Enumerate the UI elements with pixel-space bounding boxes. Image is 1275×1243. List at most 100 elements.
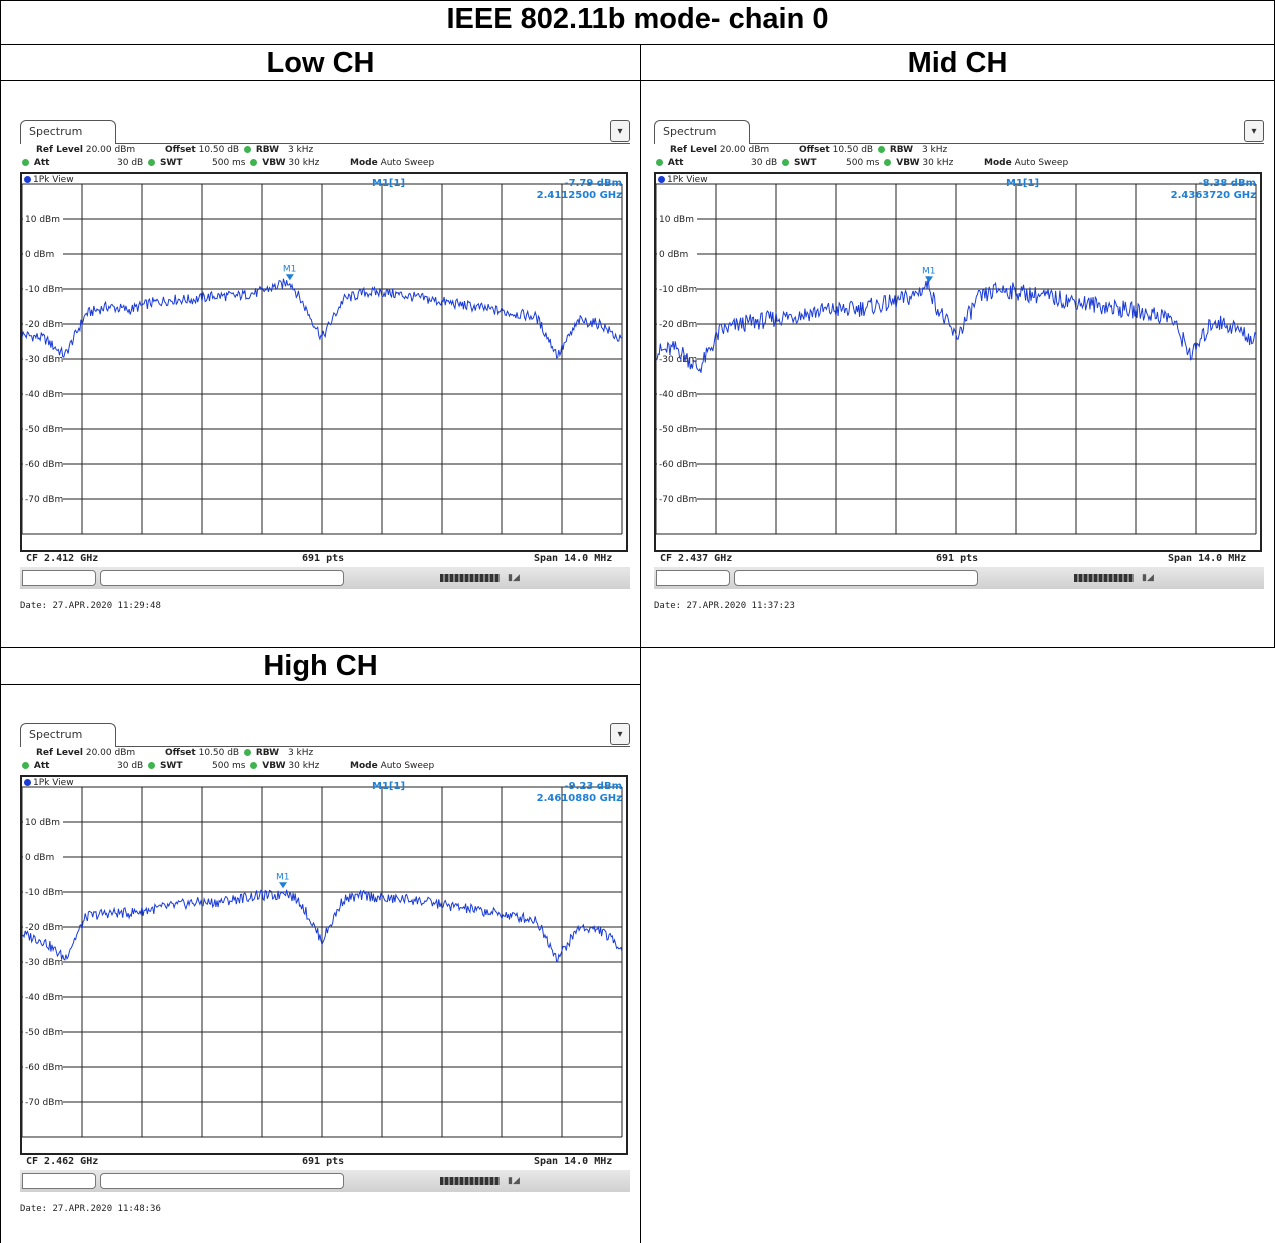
view-label: 1Pk View bbox=[24, 778, 74, 788]
offset-value: 10.50 dB bbox=[198, 145, 240, 155]
offset-coupled-icon bbox=[243, 749, 251, 756]
mode-label: Mode bbox=[350, 761, 378, 771]
y-tick-label-bg bbox=[657, 423, 697, 434]
swt-value: 500 ms bbox=[212, 761, 246, 771]
marker-readout-label: M1[1] bbox=[372, 178, 405, 189]
spectrum-analyzer-high: Spectrum ▾ Ref Level 20.00 dBm Offset 10… bbox=[20, 723, 630, 1223]
ref-level-value: 20.00 dBm bbox=[85, 145, 136, 155]
y-tick-label: -30 dBm bbox=[659, 355, 697, 365]
ref-level-value: 20.00 dBm bbox=[85, 748, 136, 758]
y-tick-label-bg bbox=[23, 458, 63, 469]
center-frequency: CF 2.412 GHz bbox=[26, 553, 99, 564]
status-bar: ▮◢ bbox=[20, 1170, 630, 1192]
mode-value: Auto Sweep bbox=[1014, 158, 1069, 168]
progress-indicator bbox=[440, 574, 500, 582]
swt-coupled-icon bbox=[148, 159, 156, 166]
capture-date: Date: 27.APR.2020 11:37:23 bbox=[654, 601, 795, 611]
view-label: 1Pk View bbox=[658, 175, 708, 185]
att-value: 30 dB bbox=[117, 761, 144, 771]
status-bar: ▮◢ bbox=[654, 567, 1264, 589]
menu-icon[interactable]: ▾ bbox=[1244, 120, 1264, 142]
swt-coupled-icon bbox=[782, 159, 790, 166]
offset-label: Offset bbox=[165, 145, 196, 155]
swt-label: SWT bbox=[159, 158, 183, 168]
view-label-text: 1Pk View bbox=[33, 175, 74, 185]
y-tick-label-bg bbox=[23, 956, 63, 967]
spectrum-analyzer-mid: Spectrum ▾ Ref Level 20.00 dBm Offset 10… bbox=[654, 120, 1264, 620]
marker-tag: M1 bbox=[283, 264, 297, 274]
y-tick-label-bg bbox=[657, 458, 697, 469]
y-tick-label: -70 dBm bbox=[25, 495, 63, 505]
menu-icon[interactable]: ▾ bbox=[610, 120, 630, 142]
plot-frame: 1Pk View 10 dBm 0 dBm -10 dBm -20 dBm -30 dB… bbox=[654, 172, 1262, 552]
status-icons: ▮◢ bbox=[1142, 572, 1154, 582]
y-tick-label-bg bbox=[657, 213, 697, 224]
y-tick-label-bg bbox=[657, 283, 697, 294]
y-tick-label-bg bbox=[657, 388, 697, 399]
status-field-1 bbox=[656, 570, 730, 586]
att-label: Att bbox=[33, 761, 50, 771]
measurement-params: Ref Level 20.00 dBm Offset 10.50 dB RBW … bbox=[20, 144, 630, 172]
mode-label: Mode bbox=[984, 158, 1012, 168]
mid-ch-header-cell: Mid CH bbox=[640, 44, 1275, 81]
y-tick-label: -20 dBm bbox=[659, 320, 697, 330]
high-ch-header-cell: High CH bbox=[0, 647, 641, 685]
menu-icon[interactable]: ▾ bbox=[610, 723, 630, 745]
low-ch-header-cell: Low CH bbox=[0, 44, 641, 81]
offset-label: Offset bbox=[799, 145, 830, 155]
y-tick-label-bg bbox=[23, 318, 63, 329]
tab-divider bbox=[116, 143, 630, 144]
y-tick-label-bg bbox=[23, 283, 63, 294]
bottom-info: CF 2.412 GHz 691 pts Span 14.0 MHz bbox=[20, 552, 628, 566]
vbw-coupled-icon bbox=[884, 159, 892, 166]
tab-spectrum-label: Spectrum bbox=[663, 125, 717, 138]
marker-triangle bbox=[279, 882, 287, 889]
y-tick-label: -30 dBm bbox=[25, 958, 63, 968]
tab-spectrum[interactable]: Spectrum bbox=[654, 120, 750, 144]
y-tick-label: 0 dBm bbox=[25, 853, 54, 863]
marker-readout-label: M1[1] bbox=[1006, 178, 1039, 189]
status-bar: ▮◢ bbox=[20, 567, 630, 589]
swt-label: SWT bbox=[159, 761, 183, 771]
trace-indicator-icon bbox=[24, 779, 31, 786]
marker-tag: M1 bbox=[276, 872, 290, 882]
y-tick-label: -50 dBm bbox=[25, 425, 63, 435]
rbw-label: RBW bbox=[255, 145, 280, 155]
low-ch-header: Low CH bbox=[266, 47, 375, 79]
high-ch-header: High CH bbox=[263, 650, 378, 682]
y-tick-label-bg bbox=[23, 423, 63, 434]
mode-label: Mode bbox=[350, 158, 378, 168]
marker-readout-value: -9.23 dBm bbox=[564, 781, 622, 792]
y-tick-label: -10 dBm bbox=[25, 888, 63, 898]
marker-triangle bbox=[285, 274, 294, 281]
rbw-value: 3 kHz bbox=[287, 145, 314, 155]
ref-level-label: Ref Level bbox=[36, 748, 83, 758]
plot-frame: 1Pk View 10 dBm 0 dBm -10 dBm -20 dBm -30 dB… bbox=[20, 775, 628, 1155]
ref-level-label: Ref Level bbox=[670, 145, 717, 155]
vbw-value: 30 kHz bbox=[288, 761, 320, 771]
vbw-coupled-icon bbox=[250, 762, 258, 769]
offset-coupled-icon bbox=[877, 146, 885, 153]
y-tick-label: -50 dBm bbox=[659, 425, 697, 435]
tab-divider bbox=[750, 143, 1264, 144]
tab-spectrum[interactable]: Spectrum bbox=[20, 723, 116, 747]
marker-readout-frequency: 2.4363720 GHz bbox=[1171, 190, 1257, 201]
rbw-label: RBW bbox=[255, 748, 280, 758]
ref-level-label: Ref Level bbox=[36, 145, 83, 155]
offset-value: 10.50 dB bbox=[198, 748, 240, 758]
trace-indicator-icon bbox=[24, 176, 31, 183]
center-frequency: CF 2.462 GHz bbox=[26, 1156, 99, 1167]
plot-frame: 1Pk View 10 dBm 0 dBm -10 dBm -20 dBm -30 dB… bbox=[20, 172, 628, 552]
marker-readout-value: -8.38 dBm bbox=[1198, 178, 1256, 189]
y-tick-label-bg bbox=[23, 213, 63, 224]
tab-spectrum[interactable]: Spectrum bbox=[20, 120, 116, 144]
span-value: Span 14.0 MHz bbox=[534, 553, 613, 564]
span-value: Span 14.0 MHz bbox=[1168, 553, 1247, 564]
tab-bar: Spectrum ▾ bbox=[20, 723, 630, 747]
y-tick-label: -70 dBm bbox=[659, 495, 697, 505]
y-tick-label: -20 dBm bbox=[25, 320, 63, 330]
status-field-2 bbox=[100, 1173, 344, 1189]
y-tick-label: 0 dBm bbox=[25, 250, 54, 260]
status-icons: ▮◢ bbox=[508, 572, 520, 582]
spectrum-plot: 10 dBm 0 dBm -10 dBm -20 dBm -30 dBm -40 dBm -… bbox=[22, 781, 623, 1138]
